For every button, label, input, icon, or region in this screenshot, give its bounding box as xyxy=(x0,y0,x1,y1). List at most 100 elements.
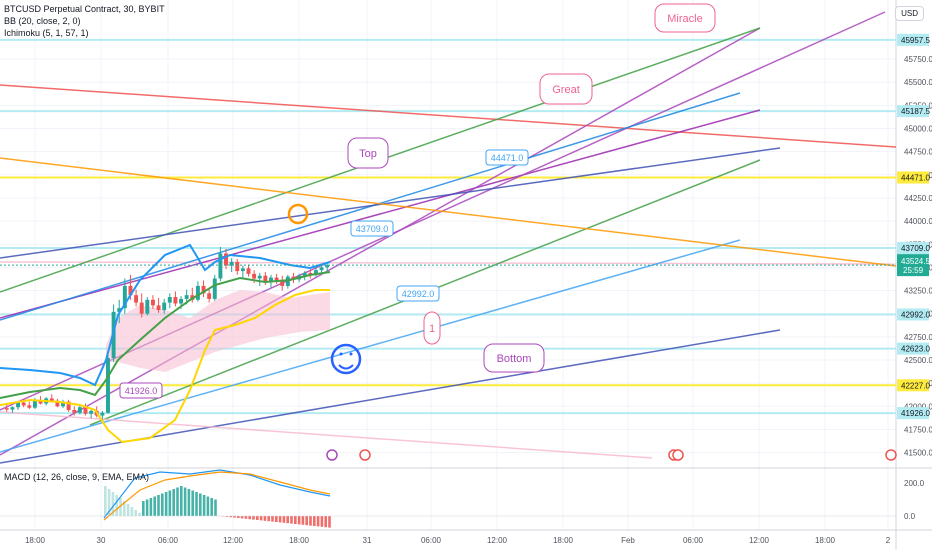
legend-bb: BB (20, close, 2, 0) xyxy=(4,16,81,27)
event-icon xyxy=(360,450,370,460)
macd-bar xyxy=(241,516,244,518)
time-tick-label: 30 xyxy=(97,536,106,545)
level-price-label: 42227.0 xyxy=(901,381,930,390)
candle-body xyxy=(72,410,76,413)
trend-line xyxy=(0,158,896,266)
candle-body xyxy=(10,407,14,409)
time-tick-label: 12:00 xyxy=(749,536,770,545)
macd-bar xyxy=(298,516,301,524)
candle-body xyxy=(134,295,138,302)
macd-bar xyxy=(134,510,137,516)
legend-ichimoku: Ichimoku (5, 1, 57, 1) xyxy=(4,28,89,39)
price-callout-text: 44471.0 xyxy=(491,153,524,163)
macd-bar xyxy=(267,516,270,521)
time-tick-label: 06:00 xyxy=(421,536,442,545)
current-price-label: 43524.5 xyxy=(901,257,930,266)
time-tick-label: 18:00 xyxy=(25,536,46,545)
trend-line xyxy=(0,412,652,458)
candle-body xyxy=(100,413,104,416)
price-callout-text: 42992.0 xyxy=(402,289,435,299)
candle-body xyxy=(241,268,245,271)
level-price-label: 45187.5 xyxy=(901,107,930,116)
currency-button[interactable]: USD xyxy=(895,6,924,21)
macd-bar xyxy=(207,497,210,517)
macd-bar xyxy=(210,498,213,516)
candle-body xyxy=(173,297,177,303)
text-bubble-label: Top xyxy=(359,148,377,160)
candle-body xyxy=(168,297,172,303)
smile-eye xyxy=(340,353,343,356)
candle-body xyxy=(207,293,211,299)
candle-body xyxy=(213,279,217,299)
macd-bar xyxy=(191,491,194,517)
price-tick-label: 44750.0 xyxy=(904,148,932,157)
trend-line xyxy=(0,148,780,258)
macd-bar xyxy=(161,494,164,517)
time-tick-label: 12:00 xyxy=(487,536,508,545)
event-icon xyxy=(327,450,337,460)
macd-bar xyxy=(256,516,259,520)
candle-body xyxy=(27,405,31,407)
price-callout-text: 41926.0 xyxy=(125,386,158,396)
time-tick-label: 12:00 xyxy=(223,536,244,545)
macd-bar xyxy=(184,488,187,517)
candle-body xyxy=(185,295,189,299)
candle-body xyxy=(275,278,279,281)
macd-bar xyxy=(165,492,168,516)
macd-bar xyxy=(176,488,179,517)
price-tick-label: 42750.0 xyxy=(904,333,932,342)
event-icon xyxy=(673,450,683,460)
candle-body xyxy=(151,300,155,306)
text-bubble-label: Miracle xyxy=(667,13,702,25)
macd-tick-label: 0.0 xyxy=(904,512,916,521)
level-price-label: 42992.0 xyxy=(901,310,930,319)
macd-bar xyxy=(150,498,153,516)
price-tick-label: 41500.0 xyxy=(904,449,932,458)
price-tick-label: 44250.0 xyxy=(904,194,932,203)
macd-bar xyxy=(131,507,134,516)
candle-body xyxy=(106,358,110,413)
candle-body xyxy=(5,408,9,409)
legend-macd: MACD (12, 26, close, 9, EMA, EMA) xyxy=(4,472,149,483)
macd-bar xyxy=(172,489,175,516)
macd-bar xyxy=(305,516,308,525)
level-price-label: 41926.0 xyxy=(901,409,930,418)
macd-bar xyxy=(195,492,198,516)
macd-bar xyxy=(283,516,286,523)
candle-body xyxy=(247,268,251,274)
macd-bar xyxy=(309,516,312,526)
macd-bar xyxy=(203,495,206,516)
macd-bar xyxy=(313,516,316,526)
smile-eye xyxy=(350,353,353,356)
macd-bar xyxy=(199,494,202,517)
macd-bar xyxy=(271,516,274,522)
candle-body xyxy=(78,407,82,413)
macd-bar xyxy=(321,516,324,527)
candle-body xyxy=(162,303,166,310)
macd-bar xyxy=(302,516,305,525)
macd-bar xyxy=(157,495,160,516)
macd-bar xyxy=(115,495,118,516)
time-tick-label: Feb xyxy=(621,536,635,545)
price-callout-text: 43709.0 xyxy=(356,224,389,234)
candle-body xyxy=(89,411,93,414)
candle-body xyxy=(258,276,262,279)
macd-bar xyxy=(180,486,183,516)
macd-bar xyxy=(248,516,251,519)
price-tick-label: 42500.0 xyxy=(904,356,932,365)
macd-bar xyxy=(275,516,278,522)
price-tick-label: 43250.0 xyxy=(904,287,932,296)
macd-bar xyxy=(286,516,289,523)
candle-body xyxy=(16,403,20,408)
thinking-face-icon xyxy=(289,205,307,223)
candle-body xyxy=(218,254,222,279)
macd-bar xyxy=(169,491,172,517)
macd-bar xyxy=(317,516,320,526)
candle-body xyxy=(320,267,324,270)
time-tick-label: 18:00 xyxy=(815,536,836,545)
price-tick-label: 41750.0 xyxy=(904,425,932,434)
macd-bar xyxy=(245,516,248,519)
legend-symbol: BTCUSD Perpetual Contract, 30, BYBIT xyxy=(4,4,165,15)
